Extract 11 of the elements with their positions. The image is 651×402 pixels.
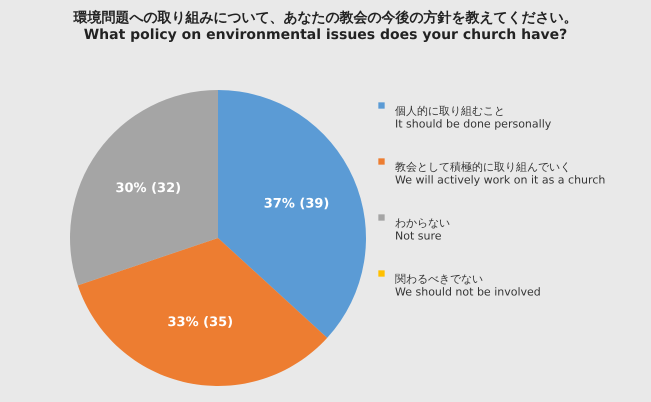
chart-title: 環境問題への取り組みについて、あなたの教会の今後の方針を教えてください。 bbox=[72, 9, 578, 26]
legend-label: わからない Not sure bbox=[395, 216, 450, 242]
legend-label: 関わるべきでない We should not be involved bbox=[395, 272, 541, 298]
data-label: 30% (32) bbox=[115, 180, 182, 196]
chart-subtitle: What policy on environmental issues does your church have? bbox=[84, 27, 568, 43]
data-label: 33% (35) bbox=[168, 315, 234, 330]
data-label: 37% (39) bbox=[264, 196, 330, 212]
legend-label: 教会として積極的に取り組んでいく We will actively work on it as a church bbox=[395, 160, 606, 186]
pie-slice bbox=[78, 238, 328, 386]
pie-slice bbox=[70, 90, 218, 286]
legend-label: 個人的に取り組むこと It should be done personally bbox=[395, 104, 552, 130]
